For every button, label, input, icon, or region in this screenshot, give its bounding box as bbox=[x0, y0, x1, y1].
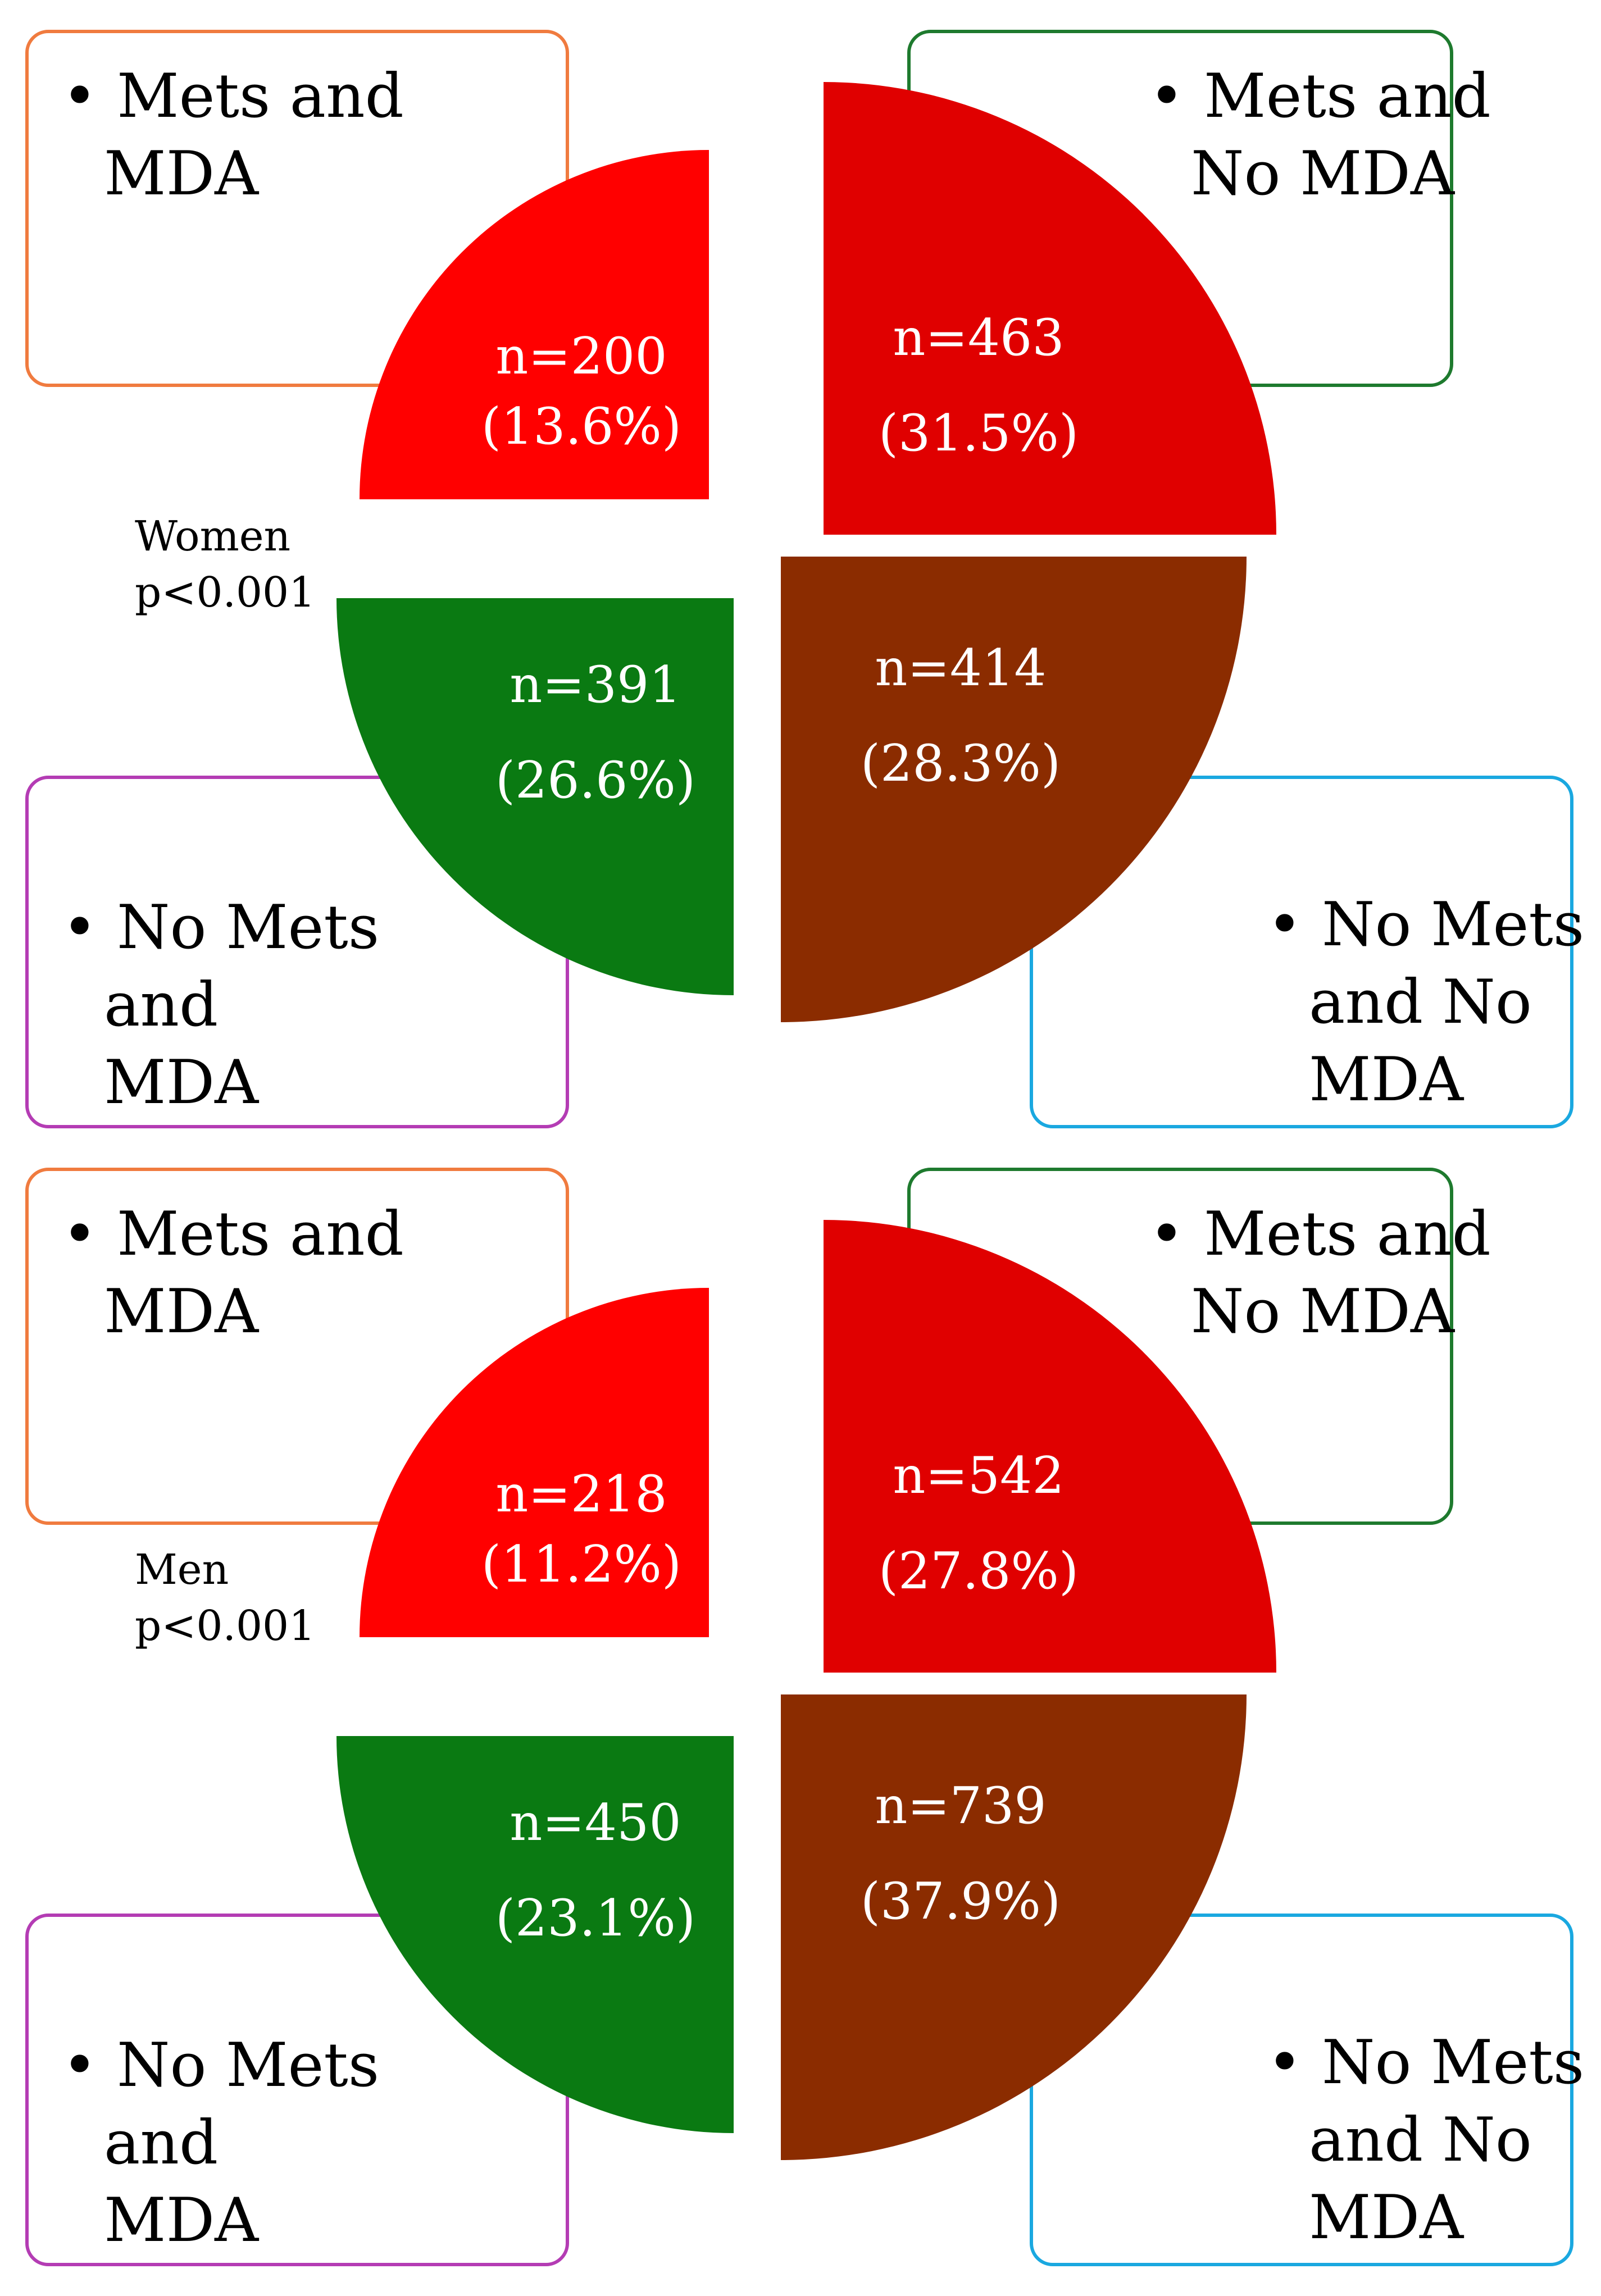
label-text-mets-mda: • Mets and MDA bbox=[62, 61, 404, 209]
slice-count-mets-no-mda: n=542 bbox=[893, 1446, 1064, 1505]
pie-panel-men: • Mets and MDA • Mets and No MDA • No Mets an… bbox=[25, 1168, 1584, 2266]
label-text-mets-no-mda: • Mets and No MDA bbox=[1149, 61, 1491, 209]
slice-percent-no-mets-no-mda: (37.9%) bbox=[861, 1872, 1061, 1931]
slice-percent-mets-mda: (13.6%) bbox=[481, 397, 681, 456]
pie-slice-mets-mda bbox=[360, 1288, 709, 1637]
pie-slice-no-mets-mda bbox=[336, 1736, 734, 2133]
pie-slice-no-mets-no-mda bbox=[781, 1694, 1247, 2160]
group-title: Women bbox=[135, 512, 290, 561]
slice-percent-mets-mda: (11.2%) bbox=[481, 1535, 681, 1594]
slice-count-mets-mda: n=200 bbox=[495, 327, 667, 386]
group-title: Men bbox=[135, 1546, 229, 1594]
slice-percent-no-mets-mda: (23.1%) bbox=[495, 1889, 695, 1948]
slice-percent-mets-no-mda: (27.8%) bbox=[879, 1542, 1079, 1601]
label-text-no-mets-no-mda: • No Mets and No MDA bbox=[1267, 890, 1584, 1115]
label-box-no-mets-no-mda bbox=[1030, 1914, 1573, 2266]
p-value: p<0.001 bbox=[135, 1602, 315, 1650]
label-text-mets-no-mda: • Mets and No MDA bbox=[1149, 1199, 1491, 1347]
label-text-no-mets-mda: • No Mets and MDA bbox=[62, 892, 379, 1118]
pie-panel-women: • Mets and MDA • Mets and No MDA • No Mets an… bbox=[25, 30, 1584, 1128]
pie-slice-mets-no-mda bbox=[824, 1220, 1276, 1673]
pie-slice-mets-mda bbox=[360, 150, 709, 499]
slice-count-mets-no-mda: n=463 bbox=[893, 308, 1064, 367]
slice-count-mets-mda: n=218 bbox=[495, 1465, 667, 1524]
slice-count-no-mets-no-mda: n=414 bbox=[875, 639, 1046, 698]
p-value: p<0.001 bbox=[135, 568, 315, 617]
pie-slice-no-mets-mda bbox=[336, 598, 734, 995]
slice-percent-no-mets-mda: (26.6%) bbox=[495, 751, 695, 810]
label-text-no-mets-mda: • No Mets and MDA bbox=[62, 2030, 379, 2256]
label-text-no-mets-no-mda: • No Mets and No MDA bbox=[1267, 2028, 1584, 2253]
slice-count-no-mets-mda: n=391 bbox=[510, 655, 681, 714]
pie-slice-mets-no-mda bbox=[824, 82, 1276, 535]
slice-count-no-mets-mda: n=450 bbox=[510, 1793, 681, 1852]
pie-slice-no-mets-no-mda bbox=[781, 557, 1247, 1022]
label-box-no-mets-no-mda bbox=[1030, 776, 1573, 1128]
slice-percent-mets-no-mda: (31.5%) bbox=[879, 404, 1079, 463]
slice-percent-no-mets-no-mda: (28.3%) bbox=[861, 734, 1061, 793]
slice-count-no-mets-no-mda: n=739 bbox=[875, 1776, 1046, 1835]
label-text-mets-mda: • Mets and MDA bbox=[62, 1199, 404, 1347]
